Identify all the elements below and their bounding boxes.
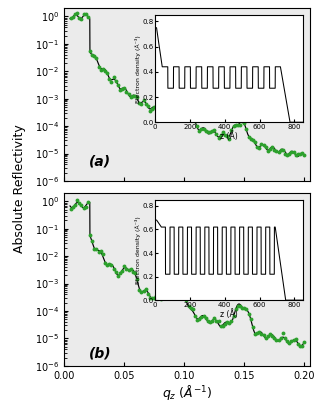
X-axis label: $q_z\ (\AA^{-1})$: $q_z\ (\AA^{-1})$ [162, 383, 212, 402]
Text: (a): (a) [89, 155, 111, 169]
Text: (b): (b) [89, 346, 111, 360]
Text: Absolute Reflectivity: Absolute Reflectivity [13, 125, 26, 254]
